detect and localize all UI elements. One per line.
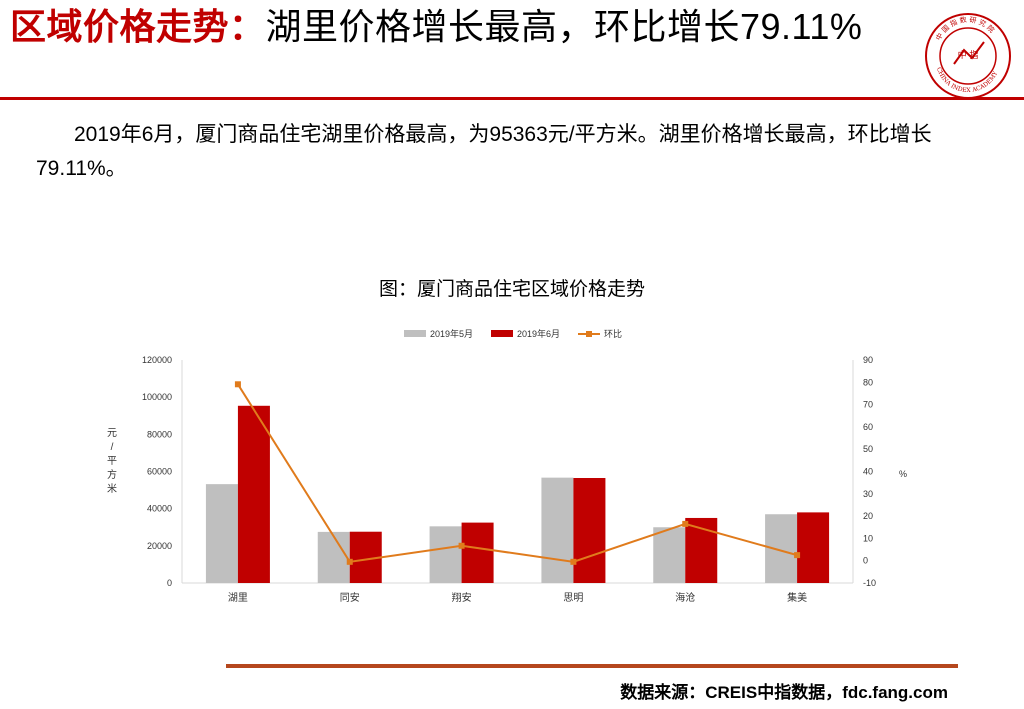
y-tick-label: 20000	[147, 541, 172, 551]
y-tick-label: 80000	[147, 429, 172, 439]
y-axis-label-char: 元	[107, 428, 117, 439]
y2-tick-label: 90	[863, 355, 873, 365]
data-source: 数据来源：CREIS中指数据，fdc.fang.com	[620, 683, 948, 702]
legend-label-mom: 环比	[604, 328, 622, 339]
legend-marker-mom	[586, 331, 592, 337]
legend-swatch-may	[404, 330, 426, 337]
mom-point	[794, 552, 801, 559]
bar-jun	[573, 478, 606, 583]
mom-point	[346, 558, 353, 565]
bar-may	[765, 514, 798, 583]
china-index-academy-logo: 中 指 CHINA INDEX ACADEMY 中 国 指 数 研 究 院	[925, 13, 1011, 99]
y2-tick-label: 50	[863, 444, 873, 454]
mom-point	[570, 558, 577, 565]
y-tick-label: 0	[167, 578, 172, 588]
bar-may	[541, 477, 574, 583]
bar-jun	[461, 522, 494, 583]
y2-tick-label: -10	[863, 578, 876, 588]
y-axis-label-char: /	[111, 442, 114, 453]
y-axis-label-char: 米	[107, 482, 117, 495]
y-tick-label: 40000	[147, 504, 172, 514]
y2-axis-label: %	[899, 469, 907, 479]
y-axis-label-char: 平	[107, 456, 117, 467]
bar-jun	[797, 512, 830, 583]
mom-point	[458, 542, 465, 549]
title-divider	[0, 97, 1024, 100]
mom-point	[682, 520, 689, 527]
y-tick-label: 120000	[142, 355, 172, 365]
legend-label-jun: 2019年6月	[517, 328, 560, 339]
x-tick-label: 翔安	[452, 591, 472, 604]
x-tick-label: 海沧	[675, 591, 695, 604]
mom-point	[234, 381, 241, 388]
page-title-highlight: 区域价格走势：	[10, 6, 266, 47]
legend-label-may: 2019年5月	[430, 328, 473, 339]
y2-tick-label: 40	[863, 467, 873, 477]
price-trend-chart: 0 20000 40000 60000 80000 100000 120000 -10 0 10 2…	[107, 328, 907, 604]
bar-may	[317, 531, 350, 583]
y2-tick-label: 80	[863, 377, 873, 387]
x-tick-label: 同安	[340, 591, 360, 604]
svg-text:中 指: 中 指	[958, 49, 979, 61]
footer-divider	[226, 664, 958, 668]
y2-tick-label: 10	[863, 533, 873, 543]
y2-tick-label: 70	[863, 400, 873, 410]
page-title: 区域价格走势：湖里价格增长最高，环比增长79.11%	[10, 4, 910, 50]
legend-swatch-jun	[491, 330, 513, 337]
summary-paragraph: 2019年6月，厦门商品住宅湖里价格最高，为95363元/平方米。湖里价格增长最…	[36, 123, 932, 180]
mom-line	[237, 383, 798, 563]
y2-tick-label: 0	[863, 556, 868, 566]
bar-may	[653, 527, 686, 583]
x-tick-label: 集美	[787, 591, 807, 604]
y-axis-label-char: 方	[107, 468, 117, 481]
x-tick-label: 湖里	[228, 592, 248, 604]
chart-title: 图：厦门商品住宅区域价格走势	[378, 279, 645, 300]
y2-tick-label: 30	[863, 489, 873, 499]
y-tick-label: 100000	[142, 392, 172, 402]
page-title-text: 湖里价格增长最高，环比增长79.11%	[265, 6, 863, 47]
y2-tick-label: 20	[863, 511, 873, 521]
y-tick-label: 60000	[147, 467, 172, 477]
y2-tick-label: 60	[863, 422, 873, 432]
bar-may	[205, 484, 238, 583]
bar-may	[429, 526, 462, 583]
bar-jun	[237, 405, 270, 583]
x-tick-label: 思明	[563, 592, 583, 604]
